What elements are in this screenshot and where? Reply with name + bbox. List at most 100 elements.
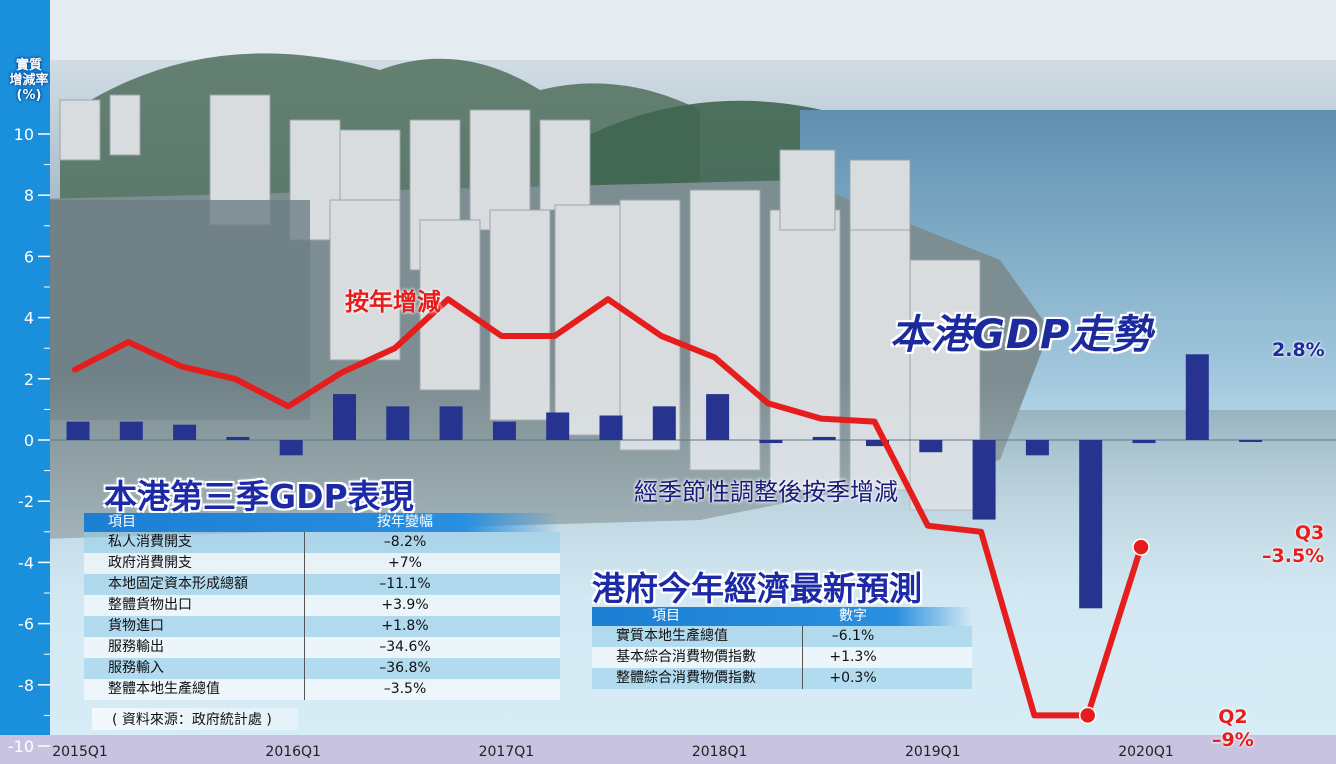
qoq-bar xyxy=(759,440,783,444)
x-axis-band xyxy=(0,735,1336,764)
qoq-bar xyxy=(492,421,516,440)
q2-quarter: Q2 xyxy=(1218,706,1248,728)
x-tick-label: 2020Q1 xyxy=(1118,744,1174,760)
yoy-point-marker xyxy=(1078,706,1097,725)
row-item: 整體本地生產總值 xyxy=(108,681,220,697)
yoy-line xyxy=(72,296,1144,719)
qoq-bar xyxy=(173,424,197,440)
row-value: +1.8% xyxy=(304,616,505,637)
row-value: –6.1% xyxy=(802,626,903,647)
qoq-bar xyxy=(919,440,943,453)
table-body: 私人消費開支 –8.2% 政府消費開支 +7% 本地固定資本形成總額 –11.1% 整體貨物… xyxy=(84,532,560,700)
x-tick-label: 2017Q1 xyxy=(479,744,535,760)
qoq-bar xyxy=(1185,354,1209,440)
row-item: 政府消費開支 xyxy=(108,555,192,571)
header-value: 數字 xyxy=(839,608,867,624)
q2-value: –9% xyxy=(1212,729,1254,751)
last-bar-label: 2.8% xyxy=(1272,339,1325,361)
header-item: 項目 xyxy=(108,514,136,530)
q3-table-title: 本港第三季GDP表現 xyxy=(104,477,414,516)
table-row: 政府消費開支 +7% xyxy=(84,553,560,574)
y-axis-title-line: (%) xyxy=(16,88,42,103)
row-item: 貨物進口 xyxy=(108,618,164,634)
row-item: 實質本地生產總值 xyxy=(616,628,728,644)
row-item: 整體綜合消費物價指數 xyxy=(616,670,756,686)
row-value: +0.3% xyxy=(802,668,903,689)
y-tick-label: 4 xyxy=(24,309,34,328)
q3-gdp-table: 項目 按年變幅 私人消費開支 –8.2% 政府消費開支 +7% 本地固定資本形成總額 –1… xyxy=(84,513,560,700)
table-row: 服務輸入 –36.8% xyxy=(84,658,560,679)
y-tick-label: 2 xyxy=(24,370,34,389)
qoq-bar xyxy=(1239,440,1263,442)
y-tick-label: -10 xyxy=(8,737,34,756)
table-header: 項目 數字 xyxy=(592,607,972,626)
qoq-bar xyxy=(279,440,303,456)
table-row: 實質本地生產總值 –6.1% xyxy=(592,626,972,647)
row-value: +1.3% xyxy=(802,647,903,668)
table-header: 項目 按年變幅 xyxy=(84,513,560,532)
qoq-bars xyxy=(66,354,1263,609)
qoq-bar xyxy=(386,406,410,440)
yoy-series-tag: 按年增減 xyxy=(345,288,441,316)
qoq-bar xyxy=(1132,440,1156,444)
qoq-bar xyxy=(439,406,463,440)
qoq-bar xyxy=(119,421,143,440)
x-tick-label: 2016Q1 xyxy=(265,744,321,760)
row-item: 私人消費開支 xyxy=(108,534,192,550)
yoy-point-marker xyxy=(1132,538,1150,556)
y-tick-label: 6 xyxy=(24,247,34,266)
row-item: 整體貨物出口 xyxy=(108,597,192,613)
y-tick-label: 0 xyxy=(24,431,34,450)
row-item: 服務輸入 xyxy=(108,660,164,676)
y-axis: 10 8 6 4 2 0 -2 -4 -6 -8 -10 xyxy=(8,125,50,756)
header-change: 按年變幅 xyxy=(377,514,433,530)
qoq-bar xyxy=(706,394,730,440)
q3-value: –3.5% xyxy=(1262,545,1325,567)
y-tick-label: -8 xyxy=(18,676,34,695)
table-row: 整體綜合消費物價指數 +0.3% xyxy=(592,668,972,689)
x-tick-label: 2015Q1 xyxy=(52,744,108,760)
qoq-bar xyxy=(333,394,356,440)
table-row: 基本綜合消費物價指數 +1.3% xyxy=(592,647,972,668)
y-axis-title-line: 增減率 xyxy=(9,73,49,88)
table-row: 整體本地生產總值 –3.5% xyxy=(84,679,560,700)
row-value: –11.1% xyxy=(304,574,505,595)
qoq-bar xyxy=(66,421,90,440)
q2-point-label: Q2 –9% xyxy=(1212,706,1254,752)
table-body: 實質本地生產總值 –6.1% 基本綜合消費物價指數 +1.3% 整體綜合消費物價指數 +0… xyxy=(592,626,972,689)
row-value: –36.8% xyxy=(304,658,505,679)
y-axis-band xyxy=(0,0,50,764)
qoq-bar xyxy=(546,412,570,440)
chart-title: 本港GDP走勢 xyxy=(890,312,1153,358)
qoq-bar xyxy=(812,436,836,440)
row-item: 服務輸出 xyxy=(108,639,164,655)
y-tick-label: -6 xyxy=(18,615,34,634)
qoq-series-tag: 經季節性調整後按季增減 xyxy=(634,478,898,506)
row-item: 基本綜合消費物價指數 xyxy=(616,649,756,665)
row-value: +7% xyxy=(304,553,505,574)
y-tick-label: 8 xyxy=(24,186,34,205)
qoq-bar xyxy=(1025,440,1049,456)
qoq-bar xyxy=(866,440,889,447)
row-value: –3.5% xyxy=(304,679,505,700)
row-value: +3.9% xyxy=(304,595,505,616)
forecast-table: 項目 數字 實質本地生產總值 –6.1% 基本綜合消費物價指數 +1.3% 整體綜合消費… xyxy=(592,607,972,689)
qoq-bar xyxy=(226,436,250,440)
row-value: –34.6% xyxy=(304,637,505,658)
highlight-points xyxy=(1078,538,1150,725)
y-tick-label: 10 xyxy=(14,125,34,144)
y-axis-title: 實質 增減率 (%) xyxy=(6,58,52,103)
x-tick-label: 2019Q1 xyxy=(905,744,961,760)
qoq-bar xyxy=(652,406,676,440)
table-row: 貨物進口 +1.8% xyxy=(84,616,560,637)
header-item: 項目 xyxy=(652,608,680,624)
row-value: –8.2% xyxy=(304,532,505,553)
table-row: 服務輸出 –34.6% xyxy=(84,637,560,658)
data-source: ( 資料來源：政府統計處 ) xyxy=(92,708,298,730)
q3-point-label: Q3 –3.5% xyxy=(1262,522,1324,568)
qoq-bar xyxy=(972,440,996,520)
q3-quarter: Q3 xyxy=(1294,522,1325,544)
